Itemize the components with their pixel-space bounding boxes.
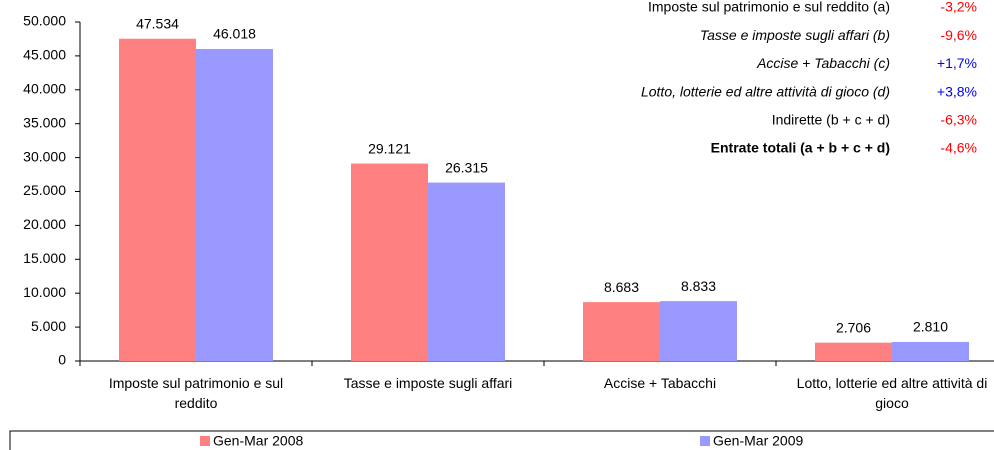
y-tick-label: 35.000 (23, 114, 66, 130)
y-tick-label: 45.000 (23, 47, 66, 63)
annotation-change: -4,6% (940, 140, 977, 156)
data-label: 8.833 (681, 278, 716, 294)
legend-box (9, 430, 994, 450)
y-tick-label: 30.000 (23, 148, 66, 164)
x-tick-label: Accise + Tabacchi (603, 375, 717, 391)
bar (815, 342, 892, 361)
data-label: 2.706 (836, 319, 871, 335)
y-tick-label: 5.000 (31, 318, 66, 334)
annotation-label: Lotto, lotterie ed altre attività di gio… (641, 83, 890, 99)
y-tick-label: 50.000 (23, 13, 66, 29)
annotation-label: Imposte sul patrimonio e sul reddito (a) (648, 0, 890, 15)
annotation-label: Accise + Tabacchi (c) (756, 55, 890, 71)
y-tick-label: 0 (58, 352, 66, 368)
annotation-label: Tasse e imposte sugli affari (b) (700, 27, 890, 43)
y-tick-label: 25.000 (23, 182, 66, 198)
y-tick-label: 40.000 (23, 81, 66, 97)
y-tick-label: 10.000 (23, 284, 66, 300)
bar (119, 38, 196, 361)
annotation-change: +1,7% (937, 55, 977, 71)
legend-label: Gen-Mar 2008 (213, 433, 303, 449)
legend-swatch (700, 436, 710, 446)
data-label: 26.315 (445, 159, 488, 175)
data-label: 8.683 (604, 279, 639, 295)
y-tick-label: 15.000 (23, 250, 66, 266)
annotation-change: -9,6% (940, 27, 977, 43)
data-label: 29.121 (368, 140, 411, 156)
x-tick-label: Lotto, lotterie ed altre attività di gio… (796, 375, 988, 411)
data-label: 46.018 (213, 26, 256, 42)
annotation-change: -3,2% (940, 0, 977, 15)
x-tick-label: Imposte sul patrimonio e sul reddito (108, 375, 284, 411)
annotation-change: +3,8% (937, 83, 977, 99)
legend-swatch (200, 436, 210, 446)
bar (660, 301, 737, 361)
data-label: 47.534 (136, 15, 179, 31)
bar (583, 302, 660, 361)
legend-label: Gen-Mar 2009 (713, 433, 803, 449)
annotation-change: -6,3% (940, 112, 977, 128)
data-label: 2.810 (913, 319, 948, 335)
annotation-label: Indirette (b + c + d) (772, 112, 890, 128)
bar (428, 182, 505, 361)
bar (196, 48, 273, 362)
x-tick-label: Tasse e imposte sugli affari (343, 375, 513, 391)
y-tick-label: 20.000 (23, 216, 66, 232)
bar (351, 163, 428, 361)
annotation-label: Entrate totali (a + b + c + d) (711, 140, 890, 156)
bar (892, 341, 969, 361)
